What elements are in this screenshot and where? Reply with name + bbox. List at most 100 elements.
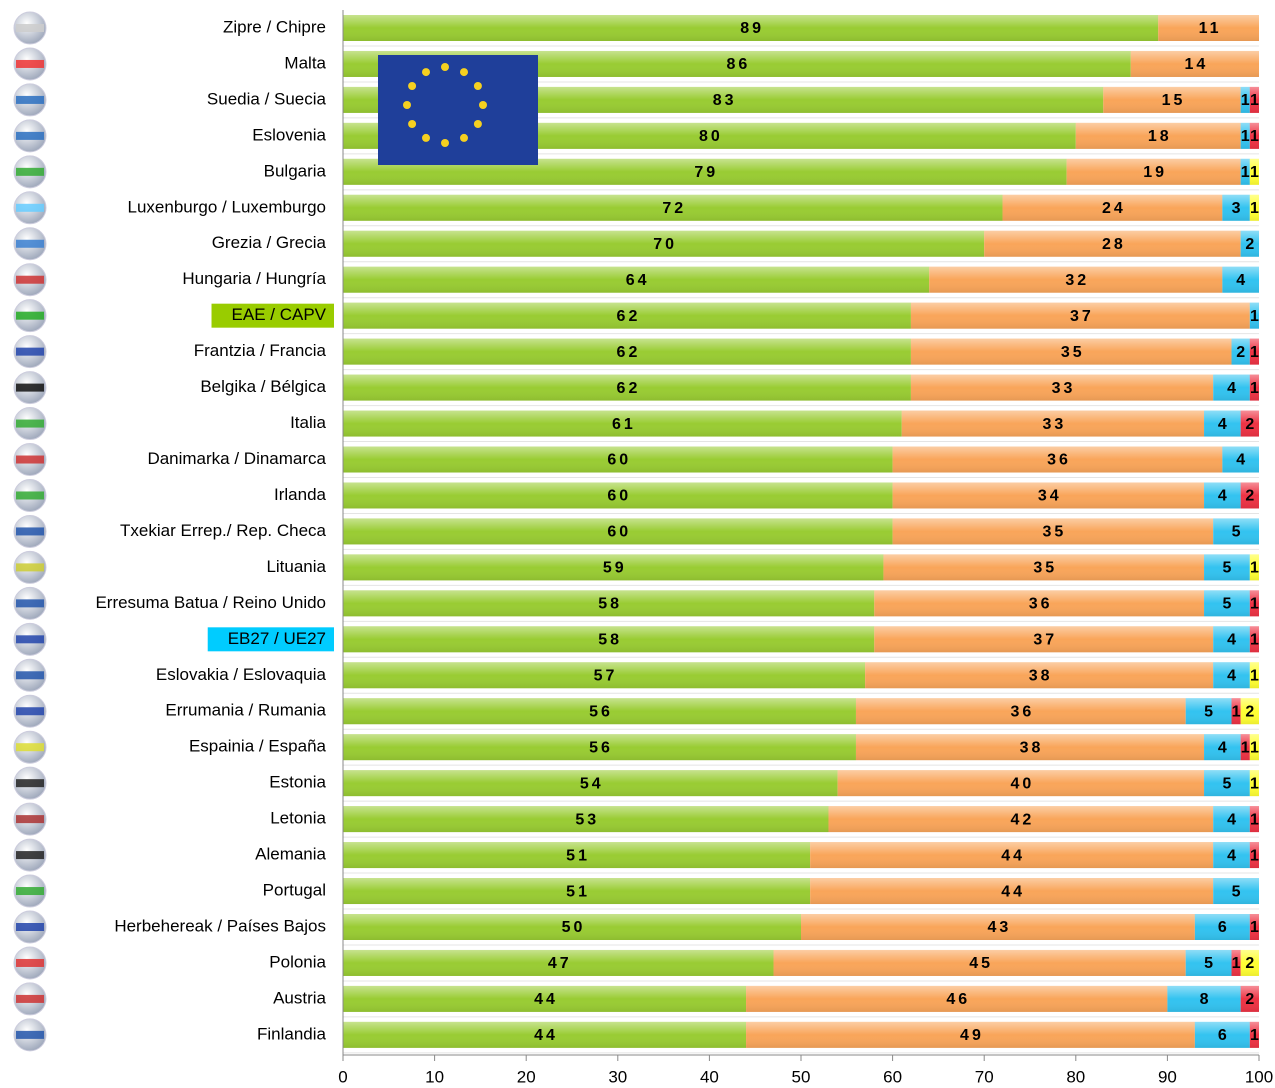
category-label: Grezia / Grecia	[212, 233, 327, 252]
value-label: 37	[1033, 632, 1057, 649]
flag-stripe	[16, 923, 44, 931]
value-label: 6	[1218, 919, 1230, 936]
value-label: 24	[1102, 200, 1126, 217]
value-label: 2	[1245, 991, 1257, 1008]
category-label: EB27 / UE27	[228, 629, 326, 648]
category-label: Espainia / España	[189, 737, 327, 756]
value-label: 80	[699, 128, 723, 145]
bar-shine	[1194, 914, 1250, 940]
value-label: 83	[713, 92, 737, 109]
flag-stripe	[16, 707, 44, 716]
bar-shine	[1240, 734, 1250, 761]
bar-shine	[1231, 949, 1241, 976]
value-label: 72	[662, 200, 686, 217]
value-label: 1	[1250, 200, 1262, 217]
value-label: 1	[1232, 955, 1244, 972]
flag-stripe	[16, 887, 44, 896]
bars	[343, 15, 1259, 1048]
bar-shine	[343, 446, 893, 473]
value-label: 1	[1241, 92, 1253, 109]
value-label: 1	[1241, 739, 1253, 756]
value-label: 50	[562, 919, 586, 936]
value-label: 1	[1250, 380, 1262, 397]
bar-shine	[1204, 482, 1241, 509]
flag-stripe	[16, 24, 44, 32]
bar-shine	[1222, 266, 1259, 293]
flag-stripe	[16, 131, 44, 140]
category-label: Portugal	[263, 881, 326, 900]
bar-shine	[1213, 662, 1250, 689]
category-label: Bulgaria	[264, 161, 327, 180]
value-label: 42	[1010, 811, 1034, 828]
x-tick-label: 0	[338, 1067, 347, 1086]
bar-shine	[1249, 626, 1259, 653]
value-label: 35	[1033, 560, 1057, 577]
bar-shine	[343, 518, 893, 545]
category-label: Finlandia	[257, 1024, 327, 1043]
value-label: 6	[1218, 1027, 1230, 1044]
value-label: 60	[607, 488, 631, 505]
value-label: 1	[1250, 92, 1262, 109]
value-label: 35	[1043, 524, 1067, 541]
bar-shine	[343, 554, 884, 581]
value-label: 1	[1232, 703, 1244, 720]
value-label: 62	[617, 380, 641, 397]
x-tick-label: 50	[792, 1067, 811, 1086]
flag-stripe	[16, 851, 44, 860]
value-label: 56	[589, 703, 613, 720]
value-label: 2	[1245, 236, 1257, 253]
value-label: 1	[1250, 560, 1262, 577]
bar-shine	[343, 914, 801, 940]
value-label: 1	[1250, 128, 1262, 145]
bar-shine	[343, 482, 893, 509]
category-label: Eslovenia	[252, 125, 326, 144]
bar-shine	[910, 374, 1214, 401]
flag-stripe	[16, 994, 44, 1003]
bar-shine	[343, 1021, 747, 1048]
flag-stripe	[16, 455, 44, 464]
bar-shine	[1249, 86, 1259, 113]
bar-shine	[837, 770, 1205, 797]
eu-flag-star	[422, 68, 430, 77]
flag-stripe	[16, 779, 44, 788]
value-label: 1	[1250, 811, 1262, 828]
bar-shine	[1240, 949, 1259, 976]
flag-stripe	[16, 95, 44, 104]
flag-stripe	[16, 743, 44, 752]
category-label: Zipre / Chipre	[223, 17, 326, 36]
value-label: 36	[1029, 596, 1053, 613]
category-label: Frantzia / Francia	[194, 341, 327, 360]
value-label: 2	[1245, 488, 1257, 505]
x-tick-label: 60	[883, 1067, 902, 1086]
value-label: 51	[566, 883, 590, 900]
bar-shine	[773, 949, 1186, 976]
x-tick-label: 10	[425, 1067, 444, 1086]
value-label: 5	[1204, 703, 1216, 720]
value-label: 64	[626, 272, 650, 289]
value-label: 4	[1218, 416, 1230, 433]
bar-shine	[810, 842, 1214, 869]
value-label: 4	[1227, 632, 1239, 649]
value-label: 33	[1052, 380, 1076, 397]
value-label: 58	[598, 632, 622, 649]
value-label: 51	[566, 847, 590, 864]
bar-shine	[343, 194, 1003, 221]
bar-shine	[1249, 590, 1259, 617]
bar-shine	[801, 914, 1195, 940]
category-label: Lituania	[266, 557, 326, 576]
flag-stripe	[16, 239, 44, 248]
bar-shine	[1240, 985, 1259, 1012]
bar-shine	[1213, 518, 1259, 545]
value-label: 62	[617, 308, 641, 325]
x-tick-label: 30	[608, 1067, 627, 1086]
bar-shine	[1185, 949, 1232, 976]
flag-stripe	[16, 671, 44, 680]
value-label: 61	[612, 416, 636, 433]
value-label: 37	[1070, 308, 1094, 325]
value-label: 5	[1232, 524, 1244, 541]
value-label: 8	[1200, 991, 1212, 1008]
bar-shine	[1249, 806, 1259, 833]
bar-shine	[1240, 482, 1259, 509]
value-label: 86	[726, 56, 750, 73]
